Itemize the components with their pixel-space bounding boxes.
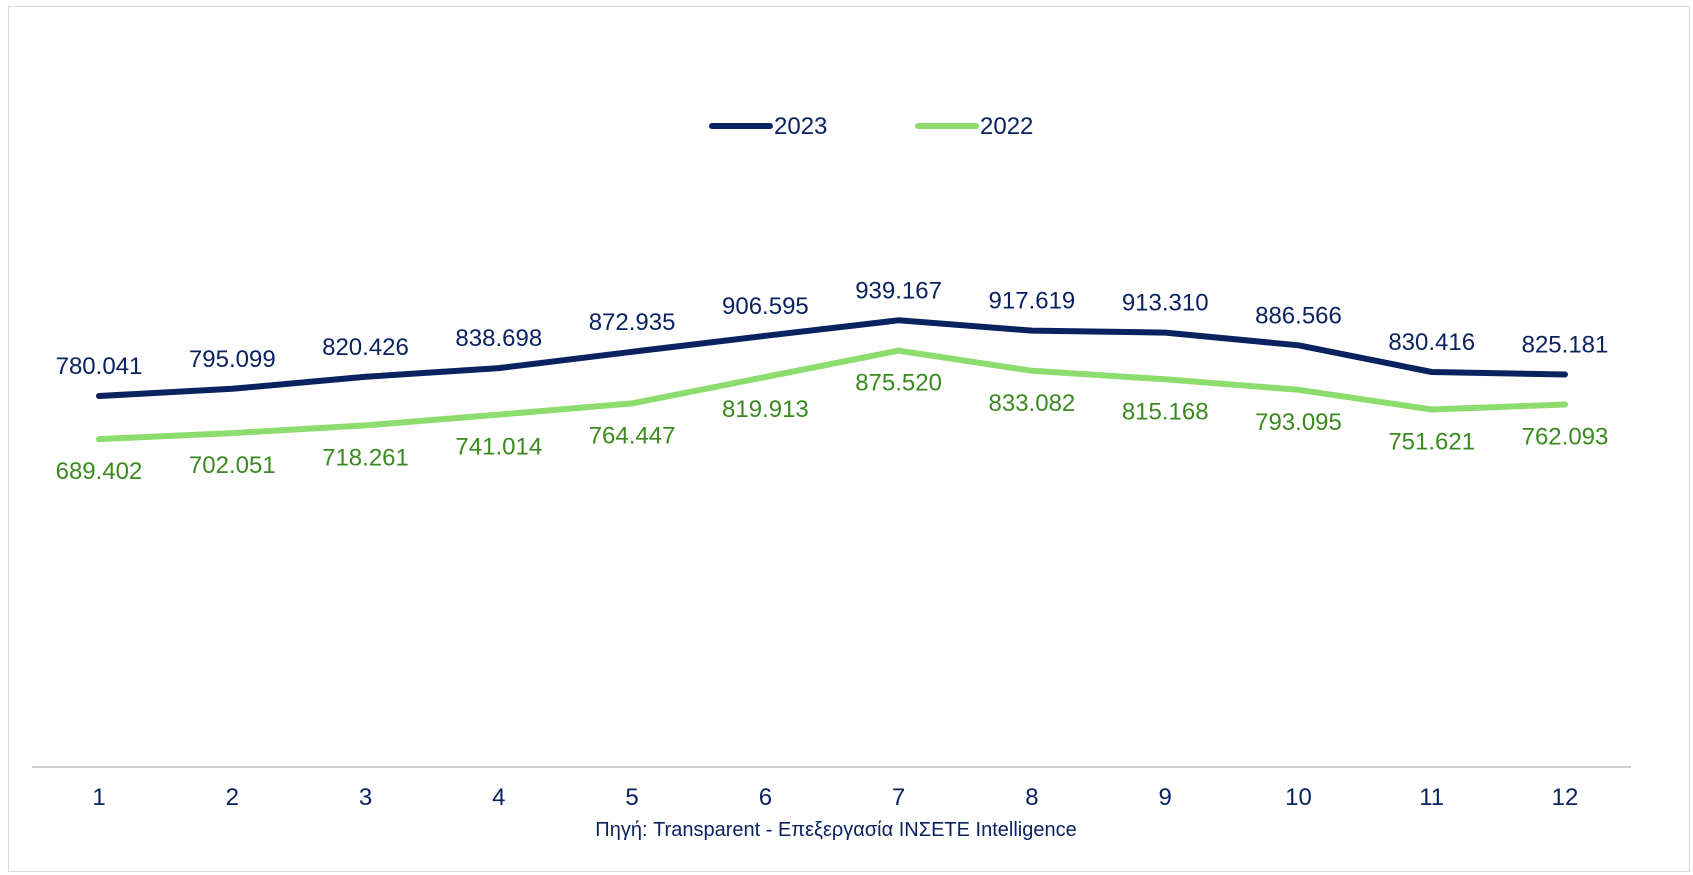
x-tick-1: 1 bbox=[92, 784, 105, 811]
data-label-2023-12: 825.181 bbox=[1522, 332, 1609, 359]
data-label-2022-1: 689.402 bbox=[56, 458, 143, 485]
data-label-2022-4: 741.014 bbox=[455, 434, 542, 461]
data-label-2022-9: 815.168 bbox=[1122, 398, 1209, 425]
data-label-2022-10: 793.095 bbox=[1255, 409, 1342, 436]
x-tick-labels: 1 2 3 4 5 6 7 8 9 10 11 12 bbox=[92, 784, 1578, 811]
data-label-2023-4: 838.698 bbox=[455, 325, 542, 352]
x-tick-12: 12 bbox=[1552, 784, 1579, 811]
x-tick-4: 4 bbox=[492, 784, 505, 811]
data-label-2023-1: 780.041 bbox=[56, 353, 143, 380]
x-tick-9: 9 bbox=[1159, 784, 1172, 811]
data-label-2022-3: 718.261 bbox=[322, 444, 409, 471]
x-tick-7: 7 bbox=[892, 784, 905, 811]
data-label-2022-8: 833.082 bbox=[989, 390, 1076, 417]
data-label-2022-6: 819.913 bbox=[722, 396, 809, 423]
data-label-2023-10: 886.566 bbox=[1255, 302, 1342, 329]
data-label-2023-11: 830.416 bbox=[1388, 329, 1475, 356]
data-label-2023-9: 913.310 bbox=[1122, 290, 1209, 317]
series-line-2023 bbox=[96, 317, 1568, 399]
data-label-2023-6: 906.595 bbox=[722, 293, 809, 320]
legend-label-2023: 2023 bbox=[774, 113, 827, 140]
data-label-2023-5: 872.935 bbox=[589, 309, 676, 336]
legend: 2023 2022 bbox=[709, 113, 1033, 140]
series-lines bbox=[96, 317, 1568, 443]
x-tick-8: 8 bbox=[1025, 784, 1038, 811]
data-label-2023-7: 939.167 bbox=[855, 277, 942, 304]
source-note: Πηγή: Transparent - Επεξεργασία ΙΝΣΕΤΕ I… bbox=[595, 819, 1076, 841]
x-tick-3: 3 bbox=[359, 784, 372, 811]
data-label-2023-2: 795.099 bbox=[189, 346, 276, 373]
data-labels: 780.041 795.099 820.426 838.698 872.935 906.5… bbox=[56, 277, 1609, 485]
chart-frame bbox=[8, 6, 1690, 872]
data-label-2022-11: 751.621 bbox=[1388, 429, 1475, 456]
x-tick-11: 11 bbox=[1419, 784, 1444, 811]
data-label-2022-12: 762.093 bbox=[1522, 424, 1609, 451]
data-label-2022-2: 702.051 bbox=[189, 452, 276, 479]
x-tick-5: 5 bbox=[625, 784, 638, 811]
x-tick-6: 6 bbox=[759, 784, 772, 811]
x-tick-2: 2 bbox=[226, 784, 239, 811]
data-label-2022-5: 764.447 bbox=[589, 422, 676, 449]
data-label-2023-3: 820.426 bbox=[322, 334, 409, 361]
data-label-2023-8: 917.619 bbox=[989, 288, 1076, 315]
x-tick-10: 10 bbox=[1285, 784, 1312, 811]
series-line-2022 bbox=[96, 347, 1568, 443]
data-label-2022-7: 875.520 bbox=[855, 370, 942, 397]
legend-label-2022: 2022 bbox=[980, 113, 1033, 140]
